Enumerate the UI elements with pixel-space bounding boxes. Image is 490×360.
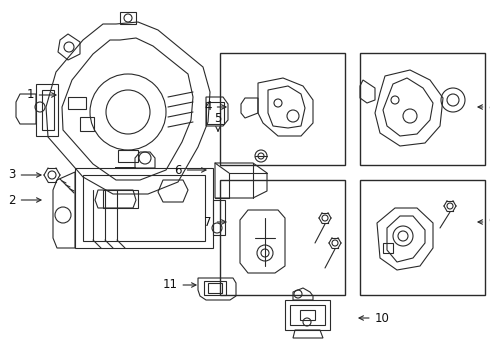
Bar <box>80 117 94 131</box>
Text: 3: 3 <box>8 168 41 181</box>
Bar <box>285 300 330 330</box>
Text: 1: 1 <box>26 89 56 102</box>
Bar <box>208 283 222 293</box>
Text: 6: 6 <box>174 163 206 176</box>
Bar <box>83 175 205 241</box>
Bar <box>206 102 224 124</box>
Text: 8: 8 <box>478 100 490 113</box>
Text: 2: 2 <box>8 194 41 207</box>
Text: 7: 7 <box>204 216 226 229</box>
Text: 11: 11 <box>163 279 196 292</box>
Text: 10: 10 <box>359 311 390 324</box>
Bar <box>360 53 485 165</box>
Bar <box>360 180 485 295</box>
Bar <box>118 150 138 162</box>
Bar <box>290 305 325 325</box>
Bar <box>383 243 393 253</box>
Bar <box>75 168 213 248</box>
Bar <box>36 84 58 136</box>
Bar <box>68 97 86 109</box>
Bar <box>220 180 345 295</box>
Bar <box>300 310 315 320</box>
Text: 9: 9 <box>478 216 490 229</box>
Text: 4: 4 <box>204 100 226 113</box>
Bar <box>204 281 226 295</box>
Bar <box>120 12 136 24</box>
Bar <box>42 90 54 130</box>
Bar <box>220 53 345 165</box>
Text: 5: 5 <box>214 112 221 131</box>
Bar <box>103 190 138 208</box>
